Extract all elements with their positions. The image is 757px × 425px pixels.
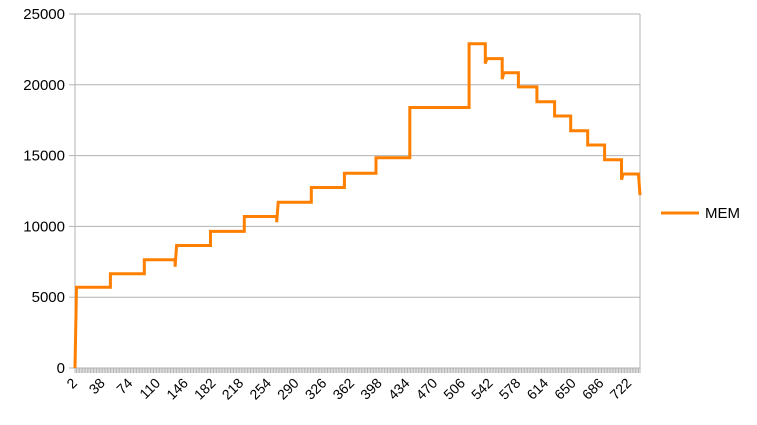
gridlines <box>75 13 640 369</box>
y-tick-label: 5000 <box>32 289 65 306</box>
x-tick-label: 290 <box>274 375 302 403</box>
y-axis-ticks: 0 5000 10000 15000 20000 25000 <box>23 6 75 377</box>
legend: MEM <box>661 205 740 222</box>
y-tick-label: 15000 <box>23 148 65 165</box>
x-tick-label: 182 <box>191 375 219 403</box>
x-tick-label: 254 <box>246 375 274 403</box>
x-tick-label: 722 <box>607 375 635 403</box>
x-tick-label: 146 <box>163 375 191 403</box>
y-tick-label: 0 <box>57 360 65 377</box>
x-tick-label: 326 <box>302 375 330 403</box>
x-axis: 2 38 74 110 146 182 218 254 290 326 362 398 434 470 50… <box>63 14 641 403</box>
legend-label-mem: MEM <box>705 205 740 222</box>
x-tick-label: 398 <box>357 375 385 403</box>
x-tick-label: 74 <box>113 375 135 397</box>
series-layer <box>73 42 642 369</box>
x-tick-label: 686 <box>579 375 607 403</box>
x-tick-label: 614 <box>523 375 551 403</box>
x-tick-label: 110 <box>136 375 163 402</box>
x-tick-label: 506 <box>440 375 468 403</box>
series-line-mem <box>73 42 642 369</box>
x-tick-label: 362 <box>329 375 357 403</box>
y-tick-label: 20000 <box>23 77 65 94</box>
x-tick-label: 434 <box>385 375 413 403</box>
x-tick-label: 578 <box>496 375 524 403</box>
x-tick-label: 542 <box>468 375 496 403</box>
x-tick-label: 470 <box>413 375 441 403</box>
x-tick-label: 2 <box>63 375 80 392</box>
x-tick-label: 218 <box>219 375 247 403</box>
x-tick-label: 650 <box>551 375 579 403</box>
y-tick-label: 10000 <box>23 218 65 235</box>
y-tick-label: 25000 <box>23 6 65 23</box>
x-tick-label: 38 <box>86 375 108 397</box>
